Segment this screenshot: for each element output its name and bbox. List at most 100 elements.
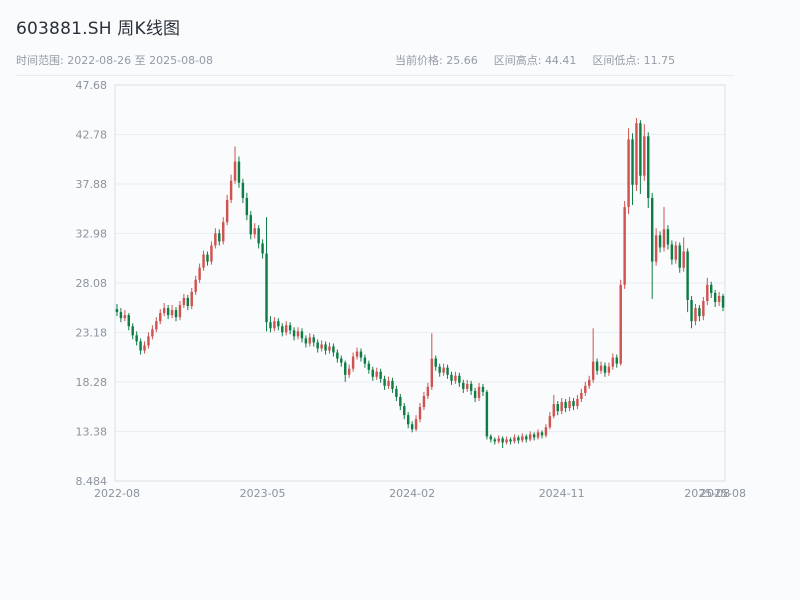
candle-body <box>650 197 654 262</box>
candle-body <box>599 365 603 371</box>
candle-body <box>517 437 520 441</box>
candle-body <box>324 344 327 351</box>
candle-body <box>273 321 276 329</box>
plot-border <box>114 84 726 482</box>
candle-body <box>473 390 477 398</box>
candle-body <box>241 182 245 198</box>
chart-title: 603881.SH 周K线图 <box>16 19 181 39</box>
candle-body <box>292 330 296 337</box>
candle-body <box>481 386 485 392</box>
candle-body <box>249 215 252 235</box>
candle-body <box>662 229 666 248</box>
candle-body <box>702 301 705 317</box>
candle-body <box>450 374 453 381</box>
candle-body <box>694 308 697 322</box>
candle-body <box>198 267 201 280</box>
candle-body <box>139 341 142 351</box>
candle-body <box>666 229 670 245</box>
price-stats: 当前价格: 25.66 区间高点: 44.41 区间低点: 11.75 <box>395 52 675 68</box>
candle-body <box>277 321 280 327</box>
candle-body <box>233 161 237 181</box>
range-high-stat: 区间高点: 44.41 <box>494 52 577 68</box>
candle-body <box>218 233 221 242</box>
chart-subtitle-row: 时间范围: 2022-08-26 至 2025-08-08 当前价格: 25.6… <box>16 52 734 76</box>
candle-body <box>560 402 563 412</box>
candle-body <box>674 245 678 260</box>
candle-body <box>359 351 363 358</box>
candle-body <box>304 338 308 344</box>
candle-body <box>698 308 701 317</box>
candle-body <box>363 357 367 364</box>
chart-header: 603881.SH 周K线图 时间范围: 2022-08-26 至 2025-0… <box>16 14 734 76</box>
y-tick-label: 37.88 <box>76 178 108 191</box>
candle-body <box>379 371 382 379</box>
candle-body <box>371 369 374 377</box>
candle-body <box>312 337 315 343</box>
candle-body <box>462 382 465 389</box>
candle-body <box>229 180 233 200</box>
x-tick-label: 2023-05 <box>240 487 286 500</box>
candle-body <box>135 335 138 342</box>
candle-body <box>710 284 713 293</box>
x-tick-label: 2025-08 <box>684 487 730 500</box>
candle-body <box>143 345 146 351</box>
candle-body <box>556 404 559 412</box>
candle-body <box>619 284 622 364</box>
candle-body <box>269 322 272 329</box>
candle-body <box>713 292 717 303</box>
candle-body <box>253 228 256 235</box>
candle-body <box>194 279 197 292</box>
candle-body <box>446 367 449 375</box>
candle-body <box>418 407 422 420</box>
candle-body <box>245 197 249 216</box>
candle-body <box>340 358 343 363</box>
candle-body <box>281 326 284 333</box>
candle-body <box>717 295 721 303</box>
candle-body <box>166 308 170 316</box>
candle-body <box>540 432 544 436</box>
candle-body <box>595 361 599 371</box>
y-tick-label: 18.28 <box>76 376 108 389</box>
candle-body <box>127 315 130 327</box>
candle-body <box>635 123 638 185</box>
candle-body <box>190 291 193 307</box>
candle-body <box>395 388 398 397</box>
candle-body <box>347 368 351 375</box>
candle-body <box>155 321 158 330</box>
candle-body <box>721 295 725 308</box>
candle-body <box>591 361 595 380</box>
candle-body <box>202 254 205 268</box>
candle-body <box>509 439 512 442</box>
current-price-stat: 当前价格: 25.66 <box>395 52 478 68</box>
candle-body <box>147 336 150 346</box>
candle-body <box>603 365 607 373</box>
candle-body <box>265 253 268 323</box>
candle-body <box>430 358 434 387</box>
y-tick-label: 32.98 <box>76 228 108 241</box>
candle-body <box>521 436 524 441</box>
candle-body <box>387 380 390 386</box>
candle-body <box>403 406 406 416</box>
candle-body <box>690 299 693 322</box>
candle-body <box>261 243 264 254</box>
candle-body <box>528 434 532 440</box>
candle-body <box>186 297 190 307</box>
y-tick-label: 42.78 <box>76 129 108 142</box>
x-tick-label: 2024-02 <box>389 487 435 500</box>
candle-body <box>485 391 489 437</box>
candle-body <box>375 371 378 377</box>
candle-body <box>426 386 430 396</box>
candle-body <box>316 342 319 349</box>
range-high-label: 区间高点: <box>493 54 542 67</box>
candle-body <box>611 357 615 367</box>
x-tick-label: 2025-08 <box>700 487 746 500</box>
range-low-value: 11.75 <box>643 54 676 67</box>
candle-body <box>206 254 209 262</box>
current-price-value: 25.66 <box>446 54 478 67</box>
candle-body <box>170 310 174 316</box>
candle-body <box>434 358 437 367</box>
candle-body <box>497 438 500 442</box>
candle-body <box>383 378 386 386</box>
